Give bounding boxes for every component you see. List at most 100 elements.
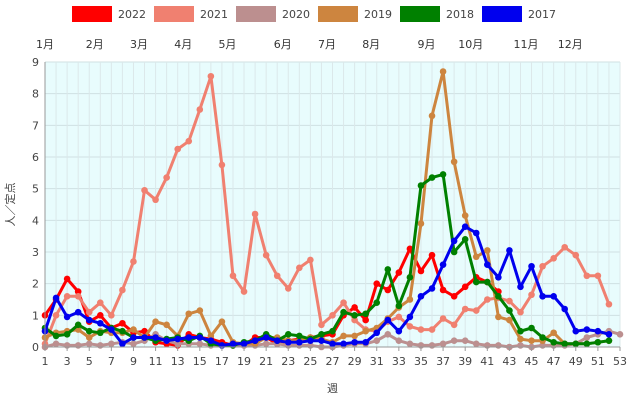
x-tick-label: 1 xyxy=(42,355,49,368)
data-point xyxy=(74,288,82,295)
x-tick-label: 45 xyxy=(525,355,539,368)
data-point xyxy=(185,310,193,318)
data-point xyxy=(119,319,126,327)
data-point xyxy=(63,331,71,338)
legend-item-2018[interactable]: 2018 xyxy=(400,6,474,22)
series-line xyxy=(43,225,610,347)
legend-swatch xyxy=(400,6,440,22)
data-point xyxy=(439,315,447,322)
data-point xyxy=(229,340,237,348)
data-point xyxy=(384,331,392,338)
data-point xyxy=(572,251,580,259)
data-point xyxy=(351,304,358,311)
data-point xyxy=(461,212,469,219)
legend-item-2022[interactable]: 2022 xyxy=(72,6,146,22)
data-point xyxy=(207,72,215,80)
data-point xyxy=(461,305,469,313)
data-point xyxy=(561,340,569,348)
legend-item-2017[interactable]: 2017 xyxy=(482,6,556,22)
data-point xyxy=(296,264,303,272)
data-point xyxy=(373,337,381,344)
data-point xyxy=(594,338,602,346)
month-labels: 1月 2月 3月 4月 5月 6月 7月 8月 9月 10月 11月 12月 xyxy=(36,38,583,51)
data-point xyxy=(373,329,381,337)
legend-label: 2020 xyxy=(282,8,310,21)
data-point xyxy=(517,327,524,335)
x-tick-label: 35 xyxy=(414,355,428,368)
month-label: 6月 xyxy=(274,38,292,51)
x-tick-label: 3 xyxy=(64,355,71,368)
legend-swatch xyxy=(318,6,358,22)
x-tick-label: 9 xyxy=(130,355,137,368)
data-point xyxy=(141,334,148,341)
data-point xyxy=(484,296,491,303)
data-point xyxy=(461,236,469,243)
y-tick-label: 0 xyxy=(32,341,39,354)
legend-item-2019[interactable]: 2019 xyxy=(318,6,392,22)
data-point xyxy=(152,196,159,204)
x-tick-label: 11 xyxy=(149,355,163,368)
data-point xyxy=(417,267,425,275)
data-point xyxy=(528,324,535,332)
data-point xyxy=(229,272,237,280)
data-point xyxy=(63,293,71,300)
legend-swatch xyxy=(72,6,112,22)
data-point xyxy=(284,338,292,346)
data-point xyxy=(196,340,204,348)
x-tick-label: 21 xyxy=(259,355,273,368)
data-point xyxy=(583,326,591,333)
data-point xyxy=(395,313,403,321)
data-point xyxy=(362,316,369,324)
data-point xyxy=(417,220,425,227)
data-point xyxy=(85,316,93,324)
data-point xyxy=(450,248,458,256)
data-point xyxy=(163,321,170,329)
month-label: 3月 xyxy=(130,38,148,51)
legend-item-2021[interactable]: 2021 xyxy=(154,6,228,22)
data-point xyxy=(130,258,137,265)
legend-item-2020[interactable]: 2020 xyxy=(236,6,310,22)
data-point xyxy=(506,316,513,324)
x-tick-label: 17 xyxy=(215,355,229,368)
data-point xyxy=(185,334,193,341)
data-point xyxy=(428,326,436,333)
data-point xyxy=(406,274,414,281)
legend-label: 2019 xyxy=(364,8,392,21)
series-2021 xyxy=(41,72,613,348)
data-point xyxy=(96,312,104,319)
x-tick-label: 25 xyxy=(303,355,317,368)
data-point xyxy=(119,327,126,335)
legend-label: 2022 xyxy=(118,8,146,21)
data-point xyxy=(85,334,93,341)
data-point xyxy=(351,312,358,319)
series-2017 xyxy=(41,223,613,349)
month-label: 2月 xyxy=(86,38,104,51)
x-tick-label: 31 xyxy=(370,355,384,368)
legend-label: 2018 xyxy=(446,8,474,21)
data-point xyxy=(395,302,403,310)
data-point xyxy=(96,319,104,327)
month-label: 10月 xyxy=(458,38,483,51)
data-point xyxy=(495,274,502,281)
data-point xyxy=(517,308,524,316)
data-point xyxy=(539,293,546,300)
data-point xyxy=(417,182,425,189)
data-point xyxy=(307,256,314,264)
data-point xyxy=(406,313,414,321)
data-point xyxy=(406,296,414,303)
data-point xyxy=(472,278,480,286)
data-point xyxy=(417,293,425,300)
x-tick-label: 13 xyxy=(171,355,185,368)
data-point xyxy=(196,106,204,113)
data-point xyxy=(517,342,524,349)
month-label: 4月 xyxy=(174,38,192,51)
data-point xyxy=(340,308,347,316)
data-point xyxy=(218,318,226,325)
data-point xyxy=(461,283,469,291)
data-point xyxy=(85,327,93,335)
data-point xyxy=(85,340,93,348)
data-point xyxy=(141,186,148,194)
data-point xyxy=(550,255,557,262)
data-point xyxy=(439,68,447,75)
